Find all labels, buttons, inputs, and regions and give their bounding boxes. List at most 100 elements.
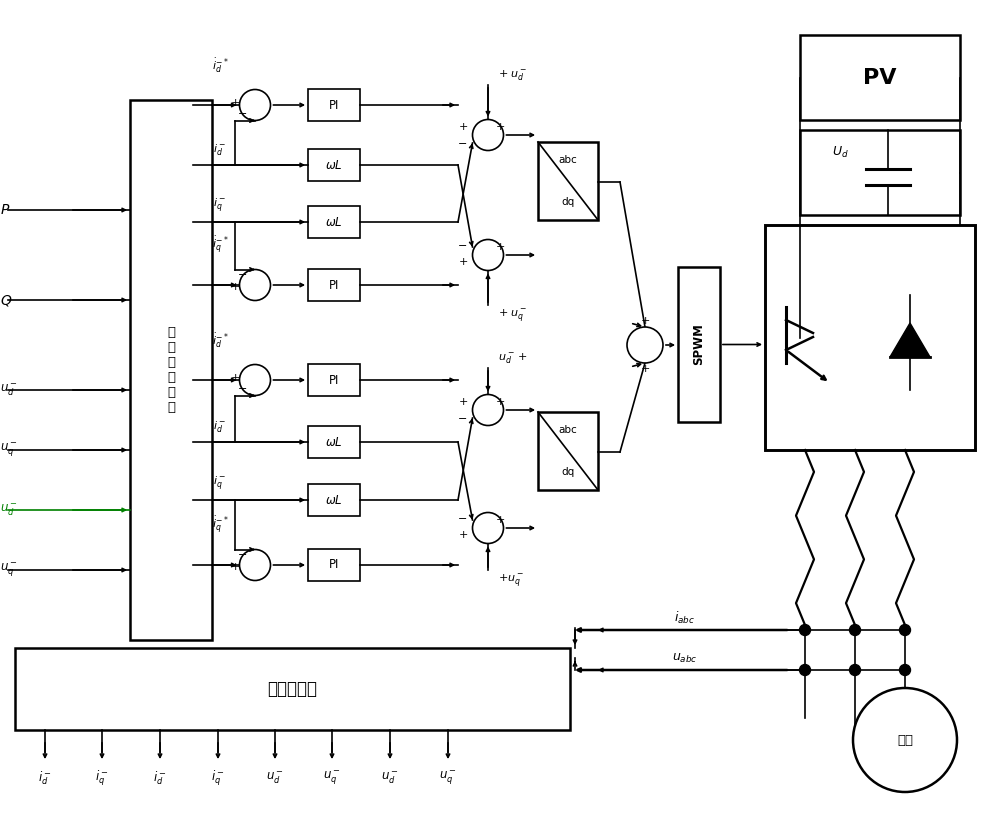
- Circle shape: [900, 624, 911, 636]
- Text: $i_q^-$: $i_q^-$: [213, 475, 227, 492]
- Circle shape: [239, 365, 270, 396]
- Circle shape: [239, 270, 270, 301]
- Text: +: +: [230, 282, 240, 292]
- Circle shape: [473, 239, 504, 270]
- Text: $P$: $P$: [0, 203, 10, 217]
- Text: $i_q^-$: $i_q^-$: [213, 197, 227, 214]
- Circle shape: [853, 688, 957, 792]
- Text: +: +: [458, 397, 468, 407]
- Text: +: +: [495, 242, 505, 252]
- Text: 参
考
电
流
计
算: 参 考 电 流 计 算: [167, 326, 175, 414]
- Text: PI: PI: [329, 279, 339, 291]
- Text: SPWM: SPWM: [692, 323, 706, 365]
- Text: abc: abc: [559, 155, 577, 165]
- Text: −: −: [238, 550, 248, 560]
- Text: −: −: [238, 109, 248, 119]
- Text: $u_q^-$: $u_q^-$: [0, 441, 18, 459]
- Bar: [800, 130, 960, 215]
- Text: $i_d^-$: $i_d^-$: [38, 769, 52, 787]
- Bar: [308, 149, 360, 181]
- Circle shape: [627, 327, 663, 363]
- Text: $\dot{i}_q^{-*}$: $\dot{i}_q^{-*}$: [212, 234, 228, 255]
- Bar: [308, 549, 360, 581]
- Bar: [538, 142, 598, 220]
- Bar: [308, 484, 360, 516]
- Text: $+\ u_q^-$: $+\ u_q^-$: [498, 307, 528, 323]
- Text: $\dot{i}_d^{-*}$: $\dot{i}_d^{-*}$: [212, 332, 228, 350]
- Text: $i_{abc}$: $i_{abc}$: [674, 610, 696, 626]
- Text: $i_d^-$: $i_d^-$: [213, 419, 227, 434]
- Circle shape: [239, 90, 270, 120]
- Text: −: −: [458, 514, 468, 524]
- Text: PI: PI: [329, 374, 339, 386]
- Text: $\omega L$: $\omega L$: [325, 159, 343, 171]
- Circle shape: [850, 664, 861, 675]
- Bar: [308, 89, 360, 121]
- Text: +: +: [640, 364, 650, 374]
- Text: $U_d$: $U_d$: [832, 144, 848, 160]
- Circle shape: [900, 664, 911, 675]
- Text: dq: dq: [561, 467, 575, 477]
- Text: +: +: [495, 515, 505, 525]
- Text: 电网: 电网: [897, 733, 913, 747]
- Text: $+\ u_d^-$: $+\ u_d^-$: [498, 69, 528, 83]
- Text: PI: PI: [329, 559, 339, 571]
- Bar: [538, 412, 598, 490]
- Bar: [308, 206, 360, 238]
- Bar: [800, 35, 960, 120]
- Text: 正负序分离: 正负序分离: [268, 680, 318, 698]
- Text: $\omega L$: $\omega L$: [325, 216, 343, 228]
- Text: +: +: [230, 98, 240, 108]
- Text: +: +: [495, 397, 505, 407]
- Circle shape: [850, 624, 861, 636]
- Text: $u_d^-$: $u_d^-$: [0, 382, 18, 397]
- Polygon shape: [890, 323, 930, 357]
- Text: +: +: [458, 257, 468, 267]
- Bar: [15, 648, 570, 730]
- Text: −: −: [238, 384, 248, 394]
- Text: −: −: [458, 414, 468, 424]
- Text: −: −: [458, 139, 468, 149]
- Text: +: +: [230, 373, 240, 383]
- Text: $\omega L$: $\omega L$: [325, 494, 343, 507]
- Text: $u_d^-+$: $u_d^-+$: [498, 352, 528, 366]
- Text: $\dot{i}_q^{-*}$: $\dot{i}_q^{-*}$: [212, 514, 228, 535]
- Text: +: +: [458, 122, 468, 132]
- Text: $\dot{i}_d^{-*}$: $\dot{i}_d^{-*}$: [212, 57, 228, 75]
- Bar: [765, 225, 975, 450]
- Text: $u_q^-$: $u_q^-$: [0, 561, 18, 579]
- Text: abc: abc: [559, 425, 577, 435]
- Text: dq: dq: [561, 197, 575, 207]
- Text: $u_d^-$: $u_d^-$: [0, 502, 18, 517]
- Text: PV: PV: [863, 67, 897, 87]
- Text: $i_q^-$: $i_q^-$: [95, 769, 109, 788]
- Text: +: +: [495, 122, 505, 132]
- Text: $u_q^-$: $u_q^-$: [439, 769, 457, 786]
- Text: $i_d^-$: $i_d^-$: [213, 142, 227, 157]
- Text: PI: PI: [329, 98, 339, 112]
- Circle shape: [800, 624, 811, 636]
- Bar: [678, 267, 720, 422]
- Text: $\omega L$: $\omega L$: [325, 435, 343, 449]
- Circle shape: [239, 549, 270, 580]
- Circle shape: [473, 395, 504, 426]
- Circle shape: [473, 512, 504, 543]
- Bar: [308, 269, 360, 301]
- Text: $u_d^-$: $u_d^-$: [266, 770, 284, 785]
- Text: $u_q^-$: $u_q^-$: [323, 769, 341, 786]
- Text: $Q$: $Q$: [0, 292, 12, 307]
- Text: +: +: [230, 562, 240, 572]
- Circle shape: [473, 119, 504, 150]
- Text: $u_{abc}$: $u_{abc}$: [672, 652, 698, 664]
- Text: +: +: [458, 530, 468, 540]
- Bar: [308, 426, 360, 458]
- Bar: [308, 364, 360, 396]
- Text: $u_d^-$: $u_d^-$: [381, 770, 399, 785]
- Bar: [130, 100, 212, 640]
- Text: $+u_q^-$: $+u_q^-$: [498, 572, 524, 589]
- Text: +: +: [640, 316, 650, 326]
- Text: −: −: [238, 270, 248, 280]
- Text: $i_d^-$: $i_d^-$: [153, 769, 167, 787]
- Text: $i_q^-$: $i_q^-$: [211, 769, 225, 788]
- Text: −: −: [458, 241, 468, 251]
